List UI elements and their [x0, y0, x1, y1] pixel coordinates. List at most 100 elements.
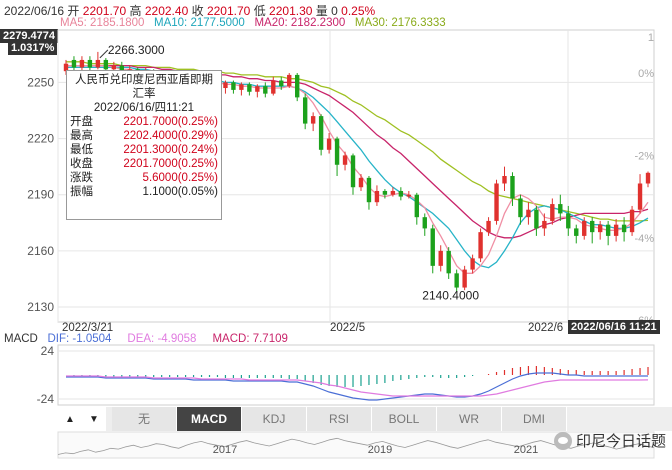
tooltip-row: 收盘 2201.7000(0.25%)	[70, 157, 218, 171]
tab-wr[interactable]: WR	[437, 407, 502, 431]
candle-body	[406, 194, 412, 197]
candle-body	[302, 97, 308, 124]
macd-frame	[57, 344, 655, 406]
ma10-label: MA10:	[154, 17, 188, 29]
dea-legend: DEA: -4.9058	[127, 333, 199, 345]
candle	[87, 56, 93, 72]
candle	[510, 172, 515, 206]
candle-body	[597, 224, 603, 233]
candle-body	[414, 194, 419, 218]
tab-kdj[interactable]: KDJ	[242, 407, 307, 431]
tab-rsi[interactable]: RSI	[307, 407, 372, 431]
candle	[597, 220, 603, 240]
candle-body	[550, 204, 555, 221]
tooltip-row: 涨跌 5.6000(0.25%)	[70, 171, 218, 185]
tooltip-row: 最高 2202.4000(0.29%)	[70, 129, 218, 143]
ma-legend: MA5: 2185.1800 MA10: 2177.5000 MA20: 218…	[60, 17, 446, 29]
candle-body	[103, 59, 109, 70]
candle	[287, 73, 292, 89]
y-tick-label: 2220	[27, 132, 54, 146]
candle-body	[79, 59, 85, 68]
candle	[637, 174, 643, 214]
wechat-icon	[553, 431, 572, 450]
candle-body	[566, 213, 571, 229]
candle	[518, 194, 523, 225]
candle	[605, 220, 611, 246]
candle-body	[247, 84, 252, 92]
high-label: 高	[129, 4, 142, 18]
dif-legend: DIF: -1.0504	[47, 333, 114, 345]
candle-body	[95, 59, 101, 68]
candle-body	[287, 74, 292, 87]
candle	[438, 245, 443, 272]
candle-body	[358, 177, 364, 188]
overview-year-label: 2021	[514, 444, 538, 456]
candle-body	[502, 176, 507, 184]
dea-label: DEA:	[127, 333, 155, 345]
tooltip-label: 开盘	[70, 116, 93, 128]
tooltip-value: 5.6000(0.25%)	[142, 172, 218, 184]
candle-body	[534, 209, 539, 229]
tooltip-value: 2202.4000(0.29%)	[123, 130, 218, 142]
low-label: 低	[253, 4, 266, 18]
candle	[470, 254, 475, 274]
candle	[621, 217, 627, 242]
candle	[231, 80, 236, 94]
candle-body	[613, 224, 619, 236]
tab-macd[interactable]: MACD	[177, 407, 242, 431]
candle	[255, 84, 260, 98]
candle-body	[263, 86, 268, 94]
ma5-label: MA5:	[60, 17, 87, 29]
candle-body	[334, 138, 340, 165]
y-tick-label: 2250	[27, 75, 54, 89]
tooltip-date: 2022/06/16/四11:21	[93, 102, 195, 114]
candle-body	[111, 65, 117, 70]
candle-body	[605, 224, 611, 236]
change-pct: 0.25%	[341, 4, 376, 18]
low-value: 2201.30	[269, 4, 313, 18]
ma30-value: 2176.3333	[391, 17, 446, 29]
candle	[382, 189, 388, 199]
tab-dmi[interactable]: DMI	[502, 407, 567, 431]
tooltip-label: 收盘	[70, 158, 93, 170]
scroll-left-button[interactable]: ▲	[58, 407, 82, 431]
candle	[398, 187, 404, 201]
close-value: 2201.70	[206, 4, 251, 18]
quote-header: 2022/06/16 开 2201.70 高 2202.40 收 2201.70…	[4, 2, 375, 19]
candle-body	[310, 116, 316, 124]
candle	[486, 217, 491, 236]
candle	[223, 80, 228, 94]
tooltip-label: 最高	[70, 130, 93, 142]
axes: 225022202190216021300%-2%-4%-6%12022/3/2…	[27, 32, 654, 334]
candle	[534, 205, 539, 236]
open-label: 开	[67, 4, 80, 18]
macd-value: 7.7109	[252, 333, 288, 345]
overview-year-label: 2017	[213, 444, 237, 456]
candle-body	[542, 220, 547, 229]
scroll-right-button[interactable]: ▼	[82, 407, 106, 431]
tooltip-value: 2201.7000(0.25%)	[123, 116, 218, 128]
volume-label: 量	[315, 4, 328, 18]
y-tick-label: 2160	[27, 244, 54, 258]
pct-tick-label: 1	[648, 32, 654, 44]
candle	[590, 217, 595, 244]
candle	[350, 153, 356, 195]
indicator-tabs: ▲ ▼ 无 MACD KDJ RSI BOLL WR DMI	[58, 407, 672, 431]
y-tick-label: 2130	[27, 300, 54, 314]
candle	[422, 213, 427, 236]
dif-line	[66, 372, 648, 401]
candle	[406, 190, 412, 199]
x-tick-label: 2022/5	[330, 322, 365, 334]
candle-body	[239, 84, 244, 90]
candle-body	[637, 183, 643, 210]
candle	[79, 56, 85, 72]
tab-none[interactable]: 无	[112, 407, 177, 431]
candle	[454, 269, 459, 293]
candle	[95, 51, 101, 70]
macd-name: MACD	[4, 333, 38, 345]
tooltip-title-line1: 人民币兑印度尼西亚盾即期	[75, 74, 213, 86]
tab-boll[interactable]: BOLL	[372, 407, 437, 431]
candle	[629, 205, 635, 236]
candle-body	[494, 183, 499, 221]
